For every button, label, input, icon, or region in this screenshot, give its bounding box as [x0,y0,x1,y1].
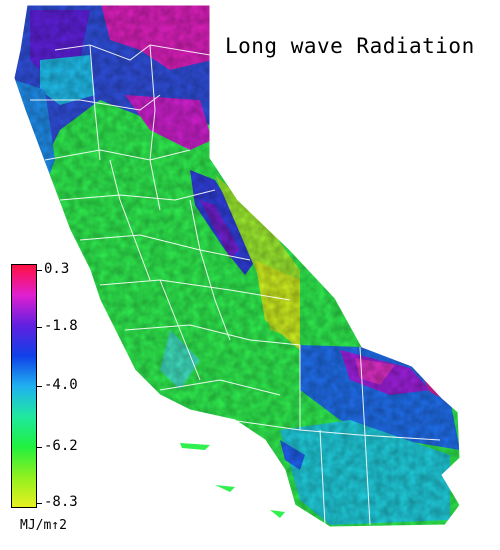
tick-label-4: -8.3 [44,494,78,510]
tick-mark [37,503,42,504]
tick-mark [37,327,42,328]
unit-label: MJ/m↑2 [20,518,67,533]
color-scale-bar [11,264,37,508]
tick-label-2: -4.0 [44,377,78,393]
tick-mark [37,386,42,387]
tick-mark [37,447,42,448]
tick-label-3: -6.2 [44,438,78,454]
tick-label-1: -1.8 [44,318,78,334]
map-title: Long wave Radiation [225,34,475,58]
tick-mark [37,270,42,271]
tick-label-0: 0.3 [44,261,70,277]
